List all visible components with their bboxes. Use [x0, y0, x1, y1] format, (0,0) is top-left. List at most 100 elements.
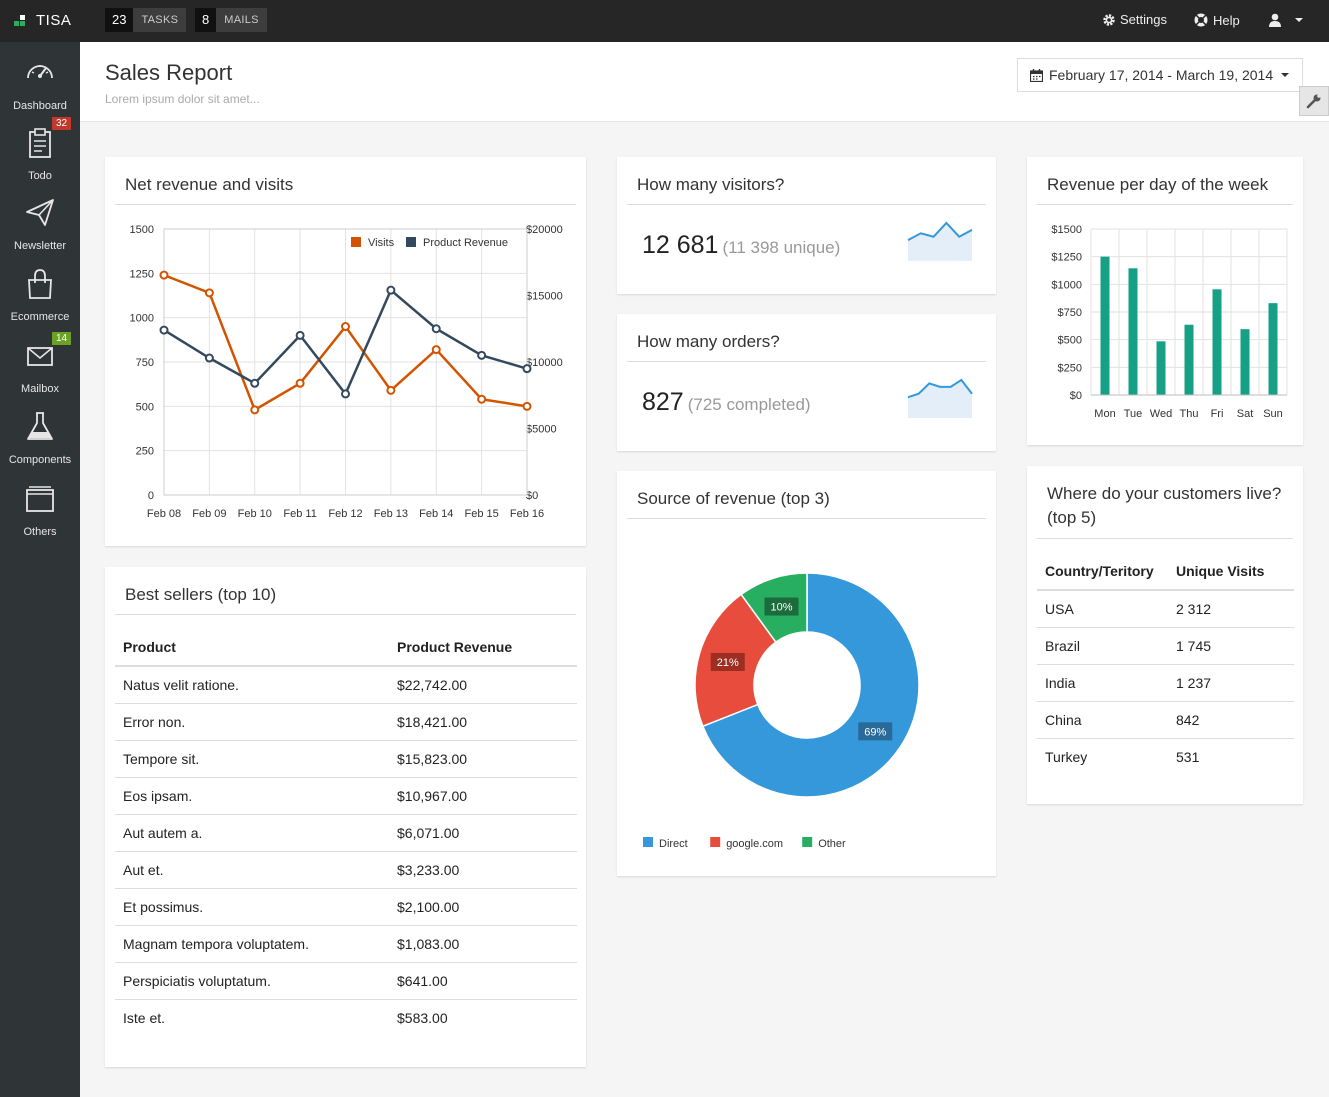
table-cell-name: India — [1037, 663, 1176, 701]
divider — [1037, 204, 1293, 205]
slice-label: 69% — [864, 726, 886, 738]
x-tick-label: Feb 15 — [465, 508, 499, 520]
x-tick-label: Tue — [1124, 408, 1143, 420]
sidebar: Dashboard 32 Todo Newsletter Ecommerce 1… — [0, 42, 80, 1097]
y-tick-label: 750 — [136, 357, 154, 369]
table-row: India 1 237 — [1037, 663, 1294, 701]
sidebar-item-label: Ecommerce — [10, 311, 70, 323]
y2-tick-label: $20000 — [526, 224, 563, 236]
y2-tick-label: $5000 — [526, 424, 557, 436]
brand-logo-icon — [14, 14, 26, 27]
tasks-counter[interactable]: 23 TASKS — [105, 8, 187, 32]
divider — [627, 204, 986, 205]
table-row: Brazil 1 745 — [1037, 626, 1294, 664]
orders-completed: (725 completed) — [687, 395, 811, 414]
slice-label: 10% — [770, 602, 792, 614]
table-cell-name: Et possimus. — [115, 887, 397, 925]
bar — [1212, 289, 1222, 395]
orders-count: 827 — [642, 388, 684, 416]
table-header-row: Country/Teritory Unique Visits — [1037, 553, 1294, 591]
help-link[interactable]: Help — [1193, 12, 1240, 28]
y2-tick-label: $0 — [526, 490, 538, 502]
data-point — [159, 270, 169, 280]
table-cell-value: $3,233.00 — [397, 850, 577, 888]
table-cell-name: Eos ipsam. — [115, 776, 397, 814]
orders-stat: 827 (725 completed) — [642, 388, 811, 417]
data-point — [341, 389, 350, 399]
table-cell-value: $1,083.00 — [397, 924, 577, 962]
sidebar-item-todo[interactable]: 32 Todo — [0, 117, 80, 198]
gear-icon — [1103, 13, 1115, 26]
revenue-visits-chart: 1500 1250 1000 750 500 250 0 Feb 08 Feb 09 Feb 10… — [130, 224, 563, 520]
panel-title-line: Where do your customers live? — [1047, 484, 1282, 503]
table-header-row: Product Product Revenue — [115, 629, 577, 667]
table-row: Iste et. $583.00 — [115, 998, 577, 1036]
slice-label: 21% — [717, 657, 739, 669]
x-tick-label: Feb 14 — [419, 508, 453, 520]
bar — [1128, 268, 1138, 395]
table-cell-name: Aut autem a. — [115, 813, 397, 851]
mails-counter[interactable]: 8 MAILS — [195, 8, 267, 32]
x-tick-label: Wed — [1150, 408, 1172, 420]
shopping-bag-icon — [28, 269, 52, 299]
sidebar-item-components[interactable]: Components — [0, 412, 80, 482]
panel-title: Net revenue and visits — [125, 175, 294, 194]
table-cell-value: $15,823.00 — [397, 739, 577, 777]
table-row: USA 2 312 — [1037, 589, 1294, 627]
user-menu[interactable] — [1268, 13, 1303, 27]
settings-link[interactable]: Settings — [1102, 12, 1167, 27]
sidebar-item-label: Todo — [28, 170, 52, 182]
customers-panel: Where do your customers live? (top 5) Co… — [1027, 466, 1303, 804]
panel-title: Where do your customers live? (top 5) — [1047, 482, 1281, 530]
legend-swatch — [802, 837, 813, 847]
panel-title-line: (top 5) — [1047, 508, 1097, 527]
data-point — [522, 401, 532, 411]
y-tick-label: $0 — [1070, 390, 1082, 402]
sidebar-item-label: Mailbox — [21, 383, 59, 395]
sidebar-item-others[interactable]: Others — [0, 484, 80, 554]
table-row: Eos ipsam. $10,967.00 — [115, 776, 577, 814]
data-point — [386, 285, 396, 295]
table-cell-value: 531 — [1176, 737, 1294, 775]
x-tick-label: Feb 12 — [328, 508, 362, 520]
table-cell-name: Magnam tempora voluptatem. — [115, 924, 397, 962]
data-point — [431, 345, 441, 355]
chevron-down-icon — [1295, 18, 1303, 22]
table-row: Tempore sit. $15,823.00 — [115, 739, 577, 777]
legend-label: Direct — [659, 838, 688, 850]
folder-icon — [26, 486, 54, 512]
sparkline — [907, 378, 973, 399]
sidebar-item-label: Newsletter — [14, 240, 66, 252]
sidebar-item-mailbox[interactable]: 14 Mailbox — [0, 332, 80, 411]
sidebar-item-label: Dashboard — [13, 100, 67, 112]
bestsellers-panel: Best sellers (top 10) Product Product Re… — [105, 567, 586, 1067]
sidebar-item-ecommerce[interactable]: Ecommerce — [0, 269, 80, 339]
sidebar-item-newsletter[interactable]: Newsletter — [0, 198, 80, 268]
panel-title: How many visitors? — [637, 175, 785, 194]
bestsellers-table: Product Product Revenue Natus velit rati… — [115, 629, 577, 1036]
y-tick-label: $750 — [1058, 307, 1082, 319]
legend-swatch — [710, 837, 721, 847]
orders-panel: How many orders? 827 (725 completed) — [617, 314, 996, 451]
clipboard-icon — [29, 128, 51, 158]
table-cell-value: 1 237 — [1176, 663, 1294, 701]
sidebar-item-dashboard[interactable]: Dashboard — [0, 58, 80, 128]
mails-count: 8 — [195, 8, 217, 32]
data-point — [250, 405, 260, 415]
data-point — [295, 378, 305, 388]
wrench-button[interactable] — [1299, 86, 1329, 116]
legend-label: google.com — [726, 838, 783, 850]
visitors-sparkline — [907, 221, 973, 261]
page-subtitle: Lorem ipsum dolor sit amet... — [105, 92, 260, 106]
data-point — [431, 324, 441, 334]
x-tick-label: Thu — [1180, 408, 1199, 420]
sparkline-area — [908, 380, 972, 418]
brand[interactable]: TISA — [14, 12, 71, 29]
table-cell-value: 1 745 — [1176, 626, 1294, 664]
bar — [1268, 303, 1278, 395]
date-range-picker[interactable]: February 17, 2014 - March 19, 2014 — [1017, 58, 1303, 92]
data-point — [204, 288, 214, 298]
legend-label: Visits — [368, 237, 395, 249]
panel-title: Revenue per day of the week — [1047, 175, 1269, 194]
table-row: China 842 — [1037, 700, 1294, 738]
